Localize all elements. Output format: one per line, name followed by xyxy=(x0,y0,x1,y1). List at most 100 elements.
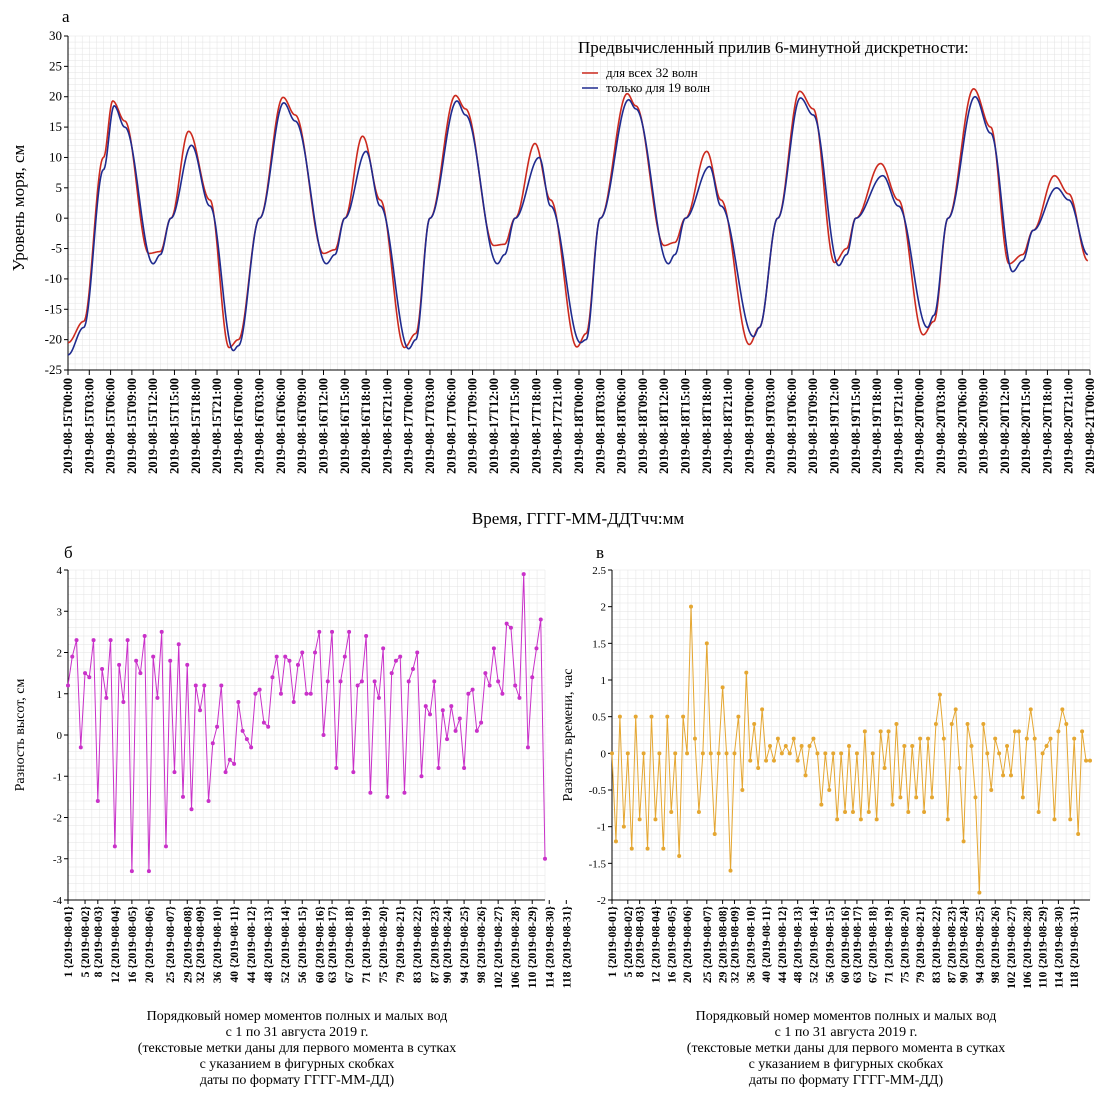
panel-a-x-tick-label: 2019-08-18T18:00 xyxy=(700,378,714,474)
panel-b-point xyxy=(257,687,262,692)
panel-c-x-tick-label: 52 {2019-08-14} xyxy=(808,906,820,984)
panel-c-x-tick-label: 94 {2019-08-25} xyxy=(974,906,986,984)
panel-a-x-tick-label: 2019-08-17T18:00 xyxy=(529,378,543,474)
panel-a-x-tick-label: 2019-08-16T18:00 xyxy=(359,378,373,474)
panel-b-y-tick-label: 2 xyxy=(57,648,63,660)
panel-b-point xyxy=(445,737,450,742)
panel-b-point xyxy=(270,675,275,680)
panel-c-label: в xyxy=(596,543,604,562)
panel-c-point xyxy=(843,810,848,814)
panel-c-point xyxy=(1008,773,1013,778)
panel-a-y-tick-label: -15 xyxy=(45,301,62,316)
panel-b-x-tick-label: 32 {2019-08-09} xyxy=(195,906,207,984)
panel-b-xlabel-line-4: с указанием в фигурных скобках xyxy=(200,1057,395,1072)
panel-c-point xyxy=(1001,773,1006,778)
panel-c-point xyxy=(795,758,800,763)
panel-b-point xyxy=(240,728,245,733)
panel-b-point xyxy=(112,844,117,849)
panel-b-point xyxy=(330,629,335,634)
panel-a-x-tick-label: 2019-08-17T06:00 xyxy=(444,378,458,474)
panel-c-x-tick-label: 8 {2019-08-03} xyxy=(635,906,647,978)
panel-c-point xyxy=(898,795,903,800)
panel-b-point xyxy=(364,634,369,638)
panel-c-x-tick-label: 114 {2019-08-30} xyxy=(1053,906,1065,989)
panel-b-point xyxy=(66,683,70,688)
panel-c-y-tick-label: 2.5 xyxy=(592,565,606,577)
panel-b-point xyxy=(206,799,211,803)
panel-c-point xyxy=(768,744,773,748)
panel-a-x-tick-label: 2019-08-17T12:00 xyxy=(487,378,501,474)
panel-b-point xyxy=(70,654,75,659)
panel-a-x-tick-label: 2019-08-20T12:00 xyxy=(998,378,1012,474)
panel-c-point xyxy=(993,736,998,741)
panel-a-y-tick-label: 15 xyxy=(49,119,62,134)
panel-b-point xyxy=(508,625,513,630)
panel-b-point xyxy=(351,770,356,775)
panel-b-point xyxy=(483,671,488,676)
panel-b-x-tick-label: 79 {2019-08-21} xyxy=(395,906,407,984)
panel-c-point xyxy=(748,758,753,763)
panel-a-x-tick-label: 2019-08-15T21:00 xyxy=(210,378,224,474)
panel-b-point xyxy=(436,766,441,770)
panel-b-x-tick-label: 36 {2019-08-10} xyxy=(212,906,224,984)
panel-c-point xyxy=(922,810,927,814)
panel-c-point xyxy=(937,692,942,697)
panel-c-point xyxy=(677,854,682,858)
panel-b-point xyxy=(334,766,339,770)
panel-c-point xyxy=(953,707,958,712)
panel-c-point xyxy=(858,817,863,822)
panel-c-point xyxy=(617,714,622,719)
panel-c-point xyxy=(700,751,705,756)
panel-c-background xyxy=(611,569,1091,901)
panel-b-x-tick-label: 56 {2019-08-15} xyxy=(297,906,309,984)
panel-b-point xyxy=(513,683,518,688)
panel-b-point xyxy=(304,691,309,696)
panel-c-xlabel-line-1: Порядковый номер моментов полных и малых… xyxy=(696,1009,997,1024)
panel-b-x-tick-label: 87 {2019-08-23} xyxy=(429,906,441,984)
panel-b-y-tick-label: -3 xyxy=(53,854,63,866)
panel-a-x-tick-label: 2019-08-20T15:00 xyxy=(1019,378,1033,474)
panel-b-x-tick-label: 16 {2019-08-05} xyxy=(127,906,139,984)
panel-c-x-tick-label: 29 {2019-08-08} xyxy=(718,906,730,984)
panel-b-point xyxy=(295,662,300,667)
panel-c-x-tick-label: 98 {2019-08-26} xyxy=(990,906,1002,984)
panel-c-point xyxy=(815,751,820,756)
panel-c-point xyxy=(629,846,634,851)
panel-c-point xyxy=(910,744,915,748)
panel-b-point xyxy=(163,844,168,849)
panel-c-y-tick-label: 0.5 xyxy=(592,712,606,724)
panel-b-x-tick-label: 60 {2019-08-16} xyxy=(314,906,326,984)
panel-c-x-tick-label: 87 {2019-08-23} xyxy=(947,906,959,984)
panel-b-point xyxy=(223,770,228,775)
panel-b-point xyxy=(504,621,509,626)
panel-b-point xyxy=(368,790,373,795)
panel-c-y-tick-label: 1.5 xyxy=(592,638,606,650)
panel-c-point xyxy=(752,722,757,726)
panel-b-point xyxy=(376,695,381,700)
panel-a-x-tick-label: 2019-08-19T09:00 xyxy=(806,378,820,474)
panel-b-point xyxy=(342,654,347,659)
panel-b-point xyxy=(244,737,249,742)
panel-a-x-tick-label: 2019-08-20T09:00 xyxy=(977,378,991,474)
panel-c-point xyxy=(779,751,784,756)
panel-b-point xyxy=(151,654,156,659)
panel-a-y-tick-label: 25 xyxy=(49,58,62,73)
panel-a-y-tick-label: 10 xyxy=(49,149,62,164)
panel-a-x-tick-label: 2019-08-18T09:00 xyxy=(636,378,650,474)
panel-c-point xyxy=(847,744,852,748)
panel-a-x-tick-label: 2019-08-19T03:00 xyxy=(764,378,778,474)
panel-a-x-tick-label: 2019-08-16T00:00 xyxy=(231,378,245,474)
panel-b-point xyxy=(491,646,496,651)
panel-a-x-tick-label: 2019-08-20T18:00 xyxy=(1040,378,1054,474)
panel-c-point xyxy=(997,751,1002,756)
panel-c-point xyxy=(716,751,721,756)
panel-b-point xyxy=(415,650,420,655)
panel-b-x-tick-label: 67 {2019-08-18} xyxy=(344,906,356,984)
panel-c-point xyxy=(689,604,694,609)
panel-a-x-tick-label: 2019-08-18T03:00 xyxy=(593,378,607,474)
panel-c-point xyxy=(669,810,674,814)
panel-c-point xyxy=(673,751,678,756)
panel-c-x-tick-label: 32 {2019-08-09} xyxy=(729,906,741,984)
panel-b-point xyxy=(457,716,462,721)
